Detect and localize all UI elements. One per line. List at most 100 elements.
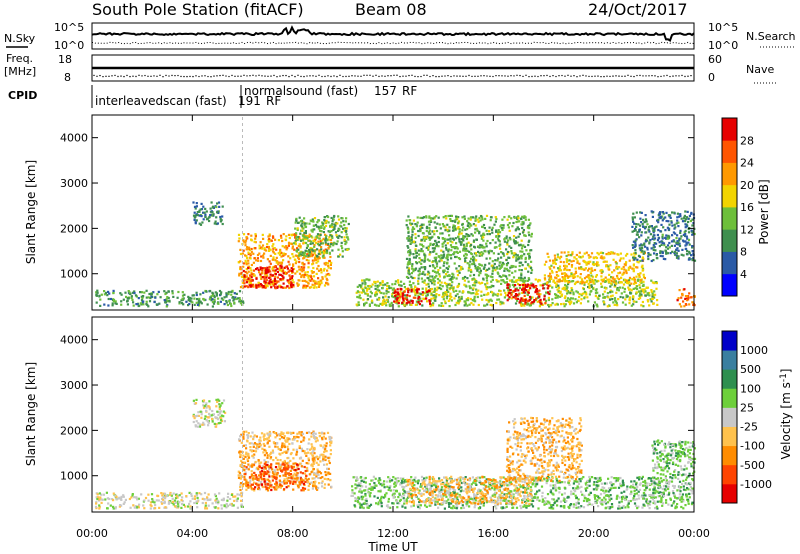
heatmap-cell (233, 499, 236, 502)
heatmap-cell (306, 234, 309, 238)
heatmap-cell (634, 278, 637, 281)
heatmap-cell (500, 251, 503, 254)
heatmap-cell (124, 498, 127, 501)
heatmap-cell (665, 211, 668, 214)
heatmap-cell (589, 271, 593, 274)
heatmap-cell (522, 278, 525, 281)
heatmap-cell (278, 273, 281, 276)
heatmap-cell (466, 277, 469, 280)
heatmap-cell (209, 289, 212, 293)
heatmap-cell (195, 398, 198, 401)
heatmap-cell (296, 247, 299, 250)
heatmap-cell (605, 260, 608, 263)
heatmap-cell (208, 298, 211, 301)
nave-dot (447, 74, 449, 77)
heatmap-cell (414, 256, 417, 259)
heatmap-cell (485, 298, 488, 302)
heatmap-cell (299, 232, 302, 235)
heatmap-cell (181, 297, 184, 300)
heatmap-cell (99, 496, 102, 499)
nave-dot (378, 75, 380, 78)
heatmap-cell (322, 446, 325, 449)
heatmap-cell (296, 282, 299, 285)
heatmap-cell (289, 278, 292, 281)
heatmap-cell (260, 268, 263, 271)
heatmap-cell (290, 276, 293, 279)
heatmap-cell (137, 297, 140, 300)
heatmap-cell (644, 294, 647, 297)
heatmap-cell (254, 460, 257, 464)
heatmap-cell (559, 290, 562, 293)
colorbar-tick-label: 12 (740, 223, 754, 236)
heatmap-cell (172, 503, 175, 506)
heatmap-cell (403, 303, 406, 306)
heatmap-cell (264, 270, 267, 273)
heatmap-cell (622, 257, 625, 260)
heatmap-cell (238, 493, 241, 496)
heatmap-cell (239, 455, 242, 459)
heatmap-cell (425, 236, 428, 239)
heatmap-cell (145, 300, 148, 303)
heatmap-cell (517, 276, 521, 279)
heatmap-cell (410, 303, 413, 306)
heatmap-cell (158, 302, 161, 305)
heatmap-cell (502, 224, 505, 227)
heatmap-cell (453, 219, 456, 222)
heatmap-cell (310, 235, 313, 238)
heatmap-cell (343, 239, 346, 242)
heatmap-cell (288, 438, 291, 441)
heatmap-cell (108, 497, 111, 501)
heatmap-cell (430, 220, 433, 223)
heatmap-cell (316, 468, 319, 471)
heatmap-cell (677, 242, 680, 245)
nave-dot (315, 75, 317, 77)
heatmap-cell (625, 279, 628, 282)
heatmap-cell (499, 243, 502, 246)
heatmap-cell (526, 293, 529, 296)
heatmap-cell (503, 296, 506, 299)
heatmap-cell (273, 247, 276, 250)
heatmap-cell (394, 298, 397, 301)
heatmap-cell (368, 278, 371, 281)
heatmap-cell (303, 450, 306, 453)
heatmap-cell (549, 284, 552, 287)
heatmap-cell (410, 272, 413, 275)
heatmap-cell (287, 280, 290, 283)
heatmap-cell (596, 261, 599, 264)
heatmap-cell (324, 224, 328, 227)
heatmap-cell (433, 233, 436, 236)
heatmap-cell (497, 272, 500, 275)
heatmap-cell (474, 267, 477, 270)
heatmap-cell (447, 214, 450, 218)
heatmap-cell (539, 284, 542, 287)
heatmap-cell (661, 211, 665, 214)
heatmap-cell (215, 205, 218, 209)
heatmap-cell (555, 293, 558, 296)
heatmap-cell (623, 290, 626, 293)
heatmap-cell (270, 239, 273, 242)
heatmap-cell (458, 233, 461, 236)
heatmap-cell (283, 480, 286, 483)
nave-dot (486, 75, 488, 77)
heatmap-cell (217, 413, 220, 416)
heatmap-cell (314, 238, 317, 241)
heatmap-cell (131, 494, 134, 497)
heatmap-cell (317, 269, 321, 272)
heatmap-cell (280, 261, 284, 264)
heatmap-cell (455, 301, 458, 304)
heatmap-cell (246, 272, 249, 275)
heatmap-cell (481, 244, 484, 247)
heatmap-cell (559, 292, 562, 295)
heatmap-cell (487, 274, 490, 277)
nave-dot (186, 75, 188, 78)
heatmap-cell (142, 300, 145, 303)
heatmap-cell (214, 416, 217, 419)
nave-dot (192, 75, 194, 78)
nave-dot (552, 74, 554, 77)
heatmap-cell (515, 220, 518, 224)
heatmap-cell (428, 229, 431, 232)
heatmap-cell (581, 255, 584, 258)
heatmap-cell (331, 225, 334, 229)
heatmap-cell (174, 497, 178, 500)
heatmap-cell (474, 293, 477, 296)
